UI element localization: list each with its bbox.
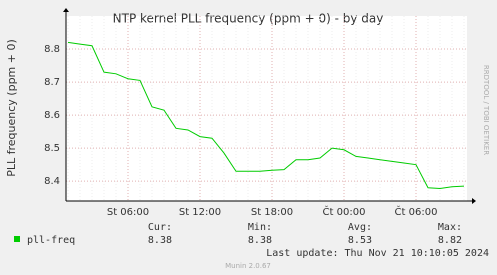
plot-area	[66, 16, 467, 201]
footer: Munin 2.0.67	[225, 262, 271, 270]
series-line	[67, 41, 465, 189]
y-tick-label: 8.7	[44, 77, 60, 88]
x-axis-arrow	[472, 198, 476, 204]
chart-title: NTP kernel PLL frequency (ppm + 0) - by …	[113, 12, 384, 26]
stat-label: Max:	[438, 222, 462, 233]
x-tick-label: St 12:00	[179, 207, 221, 218]
x-tick-label: St 06:00	[107, 207, 149, 218]
y-tick-label: 8.5	[44, 143, 60, 154]
grid	[66, 16, 467, 201]
stat-label: Cur:	[148, 222, 172, 233]
y-tick-label: 8.6	[44, 110, 60, 121]
x-tick-label: Čt 00:00	[323, 205, 366, 218]
legend-swatch	[14, 236, 20, 242]
side-label: RRDTOOL / TOBI OETIKER	[482, 65, 490, 155]
x-tick-label: St 18:00	[251, 207, 293, 218]
last-update: Last update: Thu Nov 21 10:10:05 2024	[266, 248, 489, 259]
y-tick-label: 8.4	[44, 176, 60, 187]
stat-label: Min:	[248, 222, 272, 233]
y-tick-label: 8.8	[44, 44, 60, 55]
marks	[67, 41, 465, 189]
stat-label: Avg:	[348, 222, 372, 233]
y-axis-arrow	[63, 8, 69, 12]
y-axis-label: PLL frequency (ppm + 0)	[5, 39, 18, 177]
x-tick-label: Čt 06:00	[395, 205, 438, 218]
stat-value: 8.82	[438, 235, 462, 246]
stat-value: 8.38	[148, 235, 172, 246]
legend-label: pll-freq	[27, 235, 75, 246]
stat-value: 8.53	[348, 235, 372, 246]
stat-value: 8.38	[248, 235, 272, 246]
